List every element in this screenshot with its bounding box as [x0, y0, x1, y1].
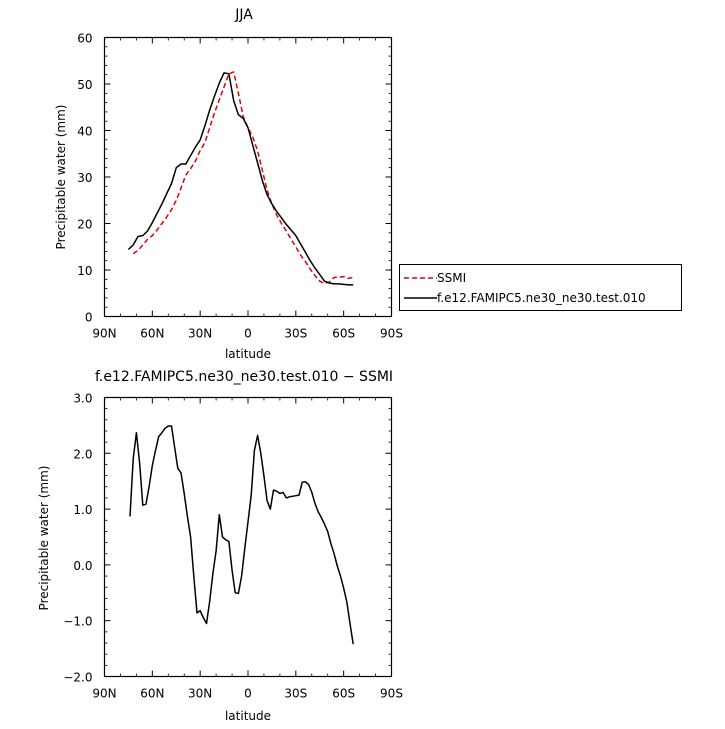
- top-y-tick-label: 30: [77, 171, 92, 185]
- bottom-x-tick-label: 90N: [92, 687, 116, 701]
- bottom-x-tick-label: 30N: [188, 687, 212, 701]
- bottom-x-axis-label: latitude: [225, 709, 271, 723]
- top-y-axis-label: Precipitable water (mm): [54, 105, 68, 250]
- top-y-tick-label: 0: [85, 311, 93, 325]
- bottom-chart-title: f.e12.FAMIPC5.ne30_ne30.test.010 − SSMI: [95, 369, 393, 385]
- top-x-axis-label: latitude: [225, 347, 271, 361]
- top-x-tick-label: 0: [244, 327, 252, 341]
- bottom-x-tick-label: 60S: [332, 687, 355, 701]
- bottom-y-tick-label: 3.0: [73, 392, 92, 406]
- bottom-y-tick-label: −2.0: [63, 671, 92, 685]
- top-x-tick-label: 90N: [92, 327, 116, 341]
- bottom-y-tick-label: 2.0: [73, 447, 92, 461]
- legend: SSMI f.e12.FAMIPC5.ne30_ne30.test.010: [400, 265, 682, 311]
- bottom-x-tick-label: 60N: [140, 687, 164, 701]
- bottom-y-tick-label: −1.0: [63, 615, 92, 629]
- top-y-tick-label: 60: [77, 32, 92, 46]
- bottom-y-tick-label: 0.0: [73, 559, 92, 573]
- top-y-tick-label: 40: [77, 125, 92, 139]
- bottom-y-axis-label: Precipitable water (mm): [37, 466, 51, 611]
- top-y-tick-label: 10: [77, 264, 92, 278]
- legend-model-label: f.e12.FAMIPC5.ne30_ne30.test.010: [437, 291, 646, 305]
- top-chart-title: JJA: [234, 7, 253, 23]
- top-x-tick-label: 60S: [332, 327, 355, 341]
- top-y-tick-label: 20: [77, 218, 92, 232]
- bottom-x-tick-label: 90S: [380, 687, 403, 701]
- bottom-x-tick-label: 0: [244, 687, 252, 701]
- top-x-tick-label: 90S: [380, 327, 403, 341]
- top-x-tick-label: 60N: [140, 327, 164, 341]
- top-x-tick-label: 30N: [188, 327, 212, 341]
- top-y-tick-label: 50: [77, 78, 92, 92]
- bottom-x-tick-label: 30S: [284, 687, 307, 701]
- legend-ssmi-label: SSMI: [437, 271, 466, 285]
- bottom-y-tick-label: 1.0: [73, 503, 92, 517]
- top-x-tick-label: 30S: [284, 327, 307, 341]
